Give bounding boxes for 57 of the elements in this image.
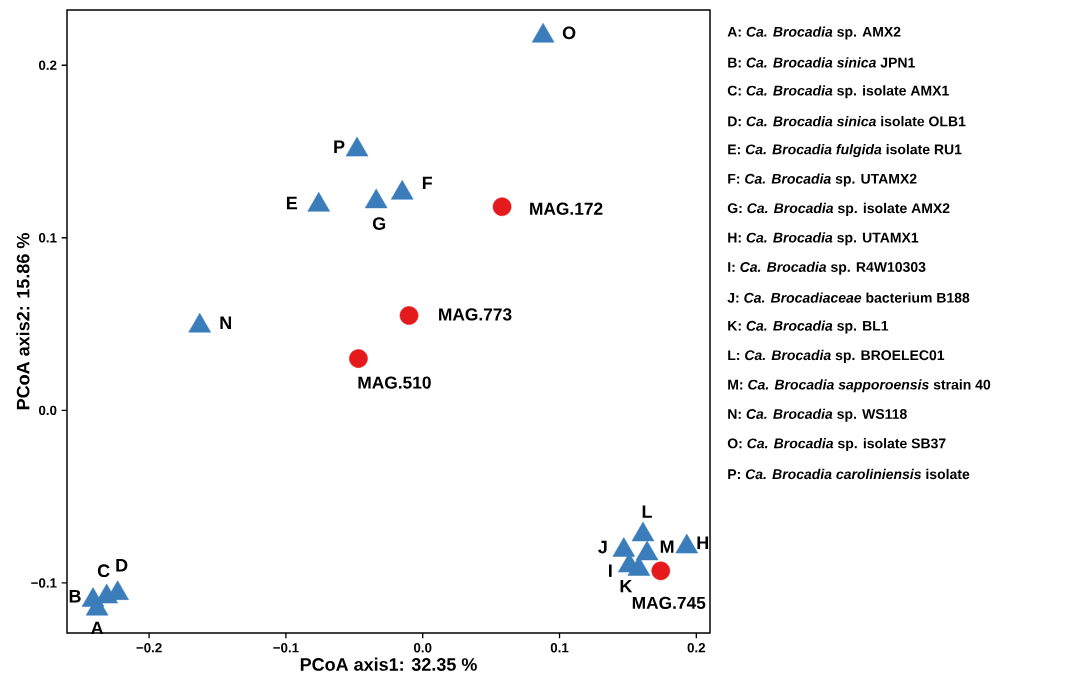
- annotation: O: [562, 26, 576, 40]
- text: B: Ca. Brocadia sinica JPN1: [728, 57, 915, 68]
- annotation: M: [660, 540, 674, 553]
- annotation: MAG.510: [358, 376, 431, 389]
- text: I: Ca. Brocadia sp. R4W10303: [728, 261, 926, 275]
- y-axis-title: PCoA axis2: 15.86 %: [16, 233, 30, 410]
- annotation: I: [609, 564, 612, 577]
- text: H: Ca. Brocadia sp. UTAMX1: [728, 232, 919, 246]
- text: D: Ca. Brocadia sinica isolate OLB1: [728, 116, 966, 127]
- text: G: Ca. Brocadia sp. isolate AMX2: [727, 202, 950, 216]
- annotation: E: [286, 196, 298, 210]
- text: M: Ca. Brocadia sapporoensis strain 40: [728, 379, 991, 393]
- annotation: MAG.172: [530, 202, 603, 215]
- annotation: H: [697, 536, 709, 549]
- text: J: Ca. Brocadiaceae bacterium B188: [727, 292, 970, 303]
- annotation: MAG.773: [439, 308, 512, 321]
- annotation: F: [422, 176, 433, 190]
- text: O: Ca. Brocadia sp. isolate SB37: [727, 438, 946, 452]
- y-tick-label: 0.0: [38, 405, 57, 416]
- x-axis-title: PCoA axis1: 32.35 %: [300, 657, 477, 671]
- text: P: Ca. Brocadia caroliniensis isolate: [728, 468, 970, 480]
- y-tick-label: 0.1: [38, 233, 57, 243]
- point: [345, 136, 369, 157]
- point: [675, 533, 698, 554]
- annotation: D: [116, 559, 128, 572]
- annotation: L: [642, 505, 652, 518]
- annotation: N: [220, 316, 232, 329]
- x-tick-label: 0.0: [413, 643, 432, 653]
- annotation: C: [97, 564, 110, 578]
- annotation: J: [598, 540, 607, 554]
- point: [390, 179, 414, 200]
- text: C: Ca. Brocadia sp. isolate AMX1: [727, 85, 949, 99]
- text: K: Ca. Brocadia sp. BL1: [728, 320, 889, 334]
- y-tick-label: 0.2: [38, 60, 57, 70]
- text: A: Ca. Brocadia sp. AMX2: [727, 26, 901, 40]
- annotation: P: [334, 140, 345, 153]
- point: [364, 188, 388, 209]
- point: [188, 312, 211, 333]
- point: [307, 192, 330, 212]
- text: L: Ca. Brocadia sp. BROELEC01: [728, 349, 945, 363]
- text: F: Ca. Brocadia sp. UTAMX2: [728, 173, 917, 187]
- point: [531, 22, 555, 43]
- point: [635, 540, 659, 561]
- annotation: MAG.745: [632, 596, 706, 609]
- point: [612, 537, 636, 557]
- x-tick-label: −0.2: [136, 643, 162, 653]
- point: [631, 521, 655, 542]
- annotation: B: [69, 590, 81, 603]
- text: E: Ca. Brocadia fulgida isolate RU1: [728, 144, 962, 158]
- annotation: K: [620, 579, 633, 593]
- text: N: Ca. Brocadia sp. WS118: [728, 408, 907, 422]
- annotation: A: [91, 621, 104, 635]
- y-tick-label: −0.1: [31, 578, 57, 588]
- x-tick-label: 0.2: [687, 643, 706, 653]
- annotation: G: [372, 217, 386, 230]
- x-tick-label: 0.1: [550, 643, 569, 653]
- x-tick-label: −0.1: [273, 643, 299, 653]
